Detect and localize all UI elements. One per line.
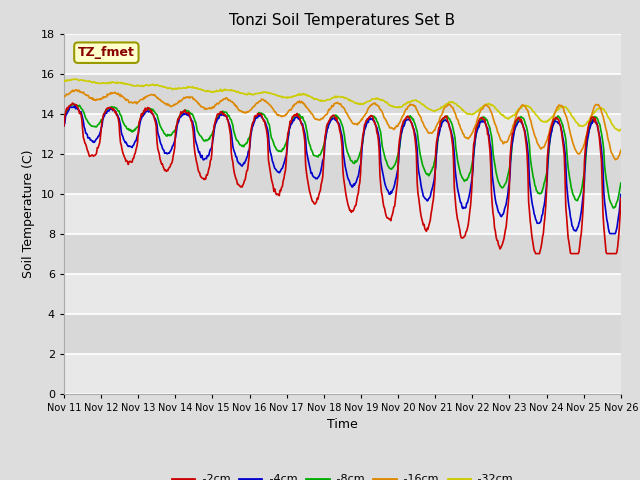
Bar [64, 354, 621, 394]
Bar [64, 234, 621, 274]
Bar [64, 274, 621, 313]
Bar [64, 313, 621, 354]
Bar [64, 193, 621, 234]
Legend:  -2cm,  -4cm,  -8cm,  -16cm,  -32cm: -2cm, -4cm, -8cm, -16cm, -32cm [168, 470, 517, 480]
Bar [64, 154, 621, 193]
Bar [64, 73, 621, 114]
Text: TZ_fmet: TZ_fmet [78, 46, 135, 59]
Title: Tonzi Soil Temperatures Set B: Tonzi Soil Temperatures Set B [229, 13, 456, 28]
Y-axis label: Soil Temperature (C): Soil Temperature (C) [22, 149, 35, 278]
Bar [64, 34, 621, 73]
X-axis label: Time: Time [327, 418, 358, 431]
Bar [64, 114, 621, 154]
